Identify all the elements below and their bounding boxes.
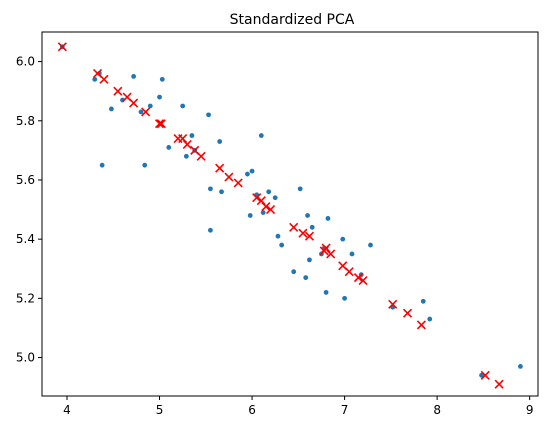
data-point-x-marker bbox=[388, 299, 398, 309]
data-point-dot bbox=[307, 257, 312, 263]
data-point-x-marker bbox=[256, 196, 266, 206]
data-point-x-marker bbox=[289, 222, 299, 232]
data-point-dot bbox=[303, 275, 309, 281]
data-point-dot bbox=[518, 364, 523, 369]
data-point-x-marker bbox=[353, 273, 364, 283]
data-point-x-marker bbox=[57, 42, 67, 52]
data-point-dot bbox=[219, 189, 224, 195]
data-point-x-marker bbox=[261, 202, 271, 212]
data-point-dot bbox=[340, 236, 346, 242]
y-tick-label: 5.8 bbox=[16, 114, 35, 128]
data-point-x-marker bbox=[344, 267, 354, 277]
data-point-x-marker bbox=[154, 119, 165, 129]
data-point-dot bbox=[272, 195, 278, 201]
data-point-dot bbox=[208, 227, 213, 233]
data-point-dot bbox=[368, 242, 373, 248]
data-point-dot bbox=[342, 295, 347, 301]
data-point-x-marker bbox=[156, 119, 166, 129]
data-point-dot bbox=[309, 224, 315, 230]
data-point-dot bbox=[427, 316, 433, 322]
data-point-x-marker bbox=[494, 379, 504, 389]
data-point-dot bbox=[297, 186, 303, 192]
data-point-dot bbox=[208, 186, 213, 192]
data-point-dot bbox=[147, 103, 153, 109]
data-point-x-marker bbox=[182, 139, 192, 150]
data-point-dot bbox=[479, 372, 484, 378]
data-point-x-marker bbox=[266, 204, 276, 215]
data-point-dot bbox=[266, 189, 272, 195]
data-point-dot bbox=[247, 213, 253, 218]
data-point-dot bbox=[279, 242, 285, 248]
data-point-x-marker bbox=[141, 107, 151, 117]
data-point-dot bbox=[189, 133, 195, 138]
data-point-dot bbox=[325, 216, 331, 221]
data-point-dot bbox=[245, 171, 250, 177]
data-point-dot bbox=[183, 153, 189, 159]
y-tick-label: 5.0 bbox=[16, 351, 35, 365]
data-point-x-marker bbox=[252, 193, 262, 203]
data-point-dot bbox=[92, 76, 98, 82]
data-point-dot bbox=[180, 103, 186, 109]
data-point-dot bbox=[99, 162, 105, 168]
data-point-x-marker bbox=[178, 133, 188, 144]
data-point-dot bbox=[275, 233, 281, 239]
data-point-dot bbox=[131, 73, 137, 79]
data-marks bbox=[57, 42, 523, 389]
data-point-x-marker bbox=[480, 370, 490, 380]
y-tick-label: 5.4 bbox=[16, 232, 35, 246]
data-point-x-marker bbox=[215, 163, 225, 173]
chart-title: Standardized PCA bbox=[230, 12, 355, 28]
data-point-x-marker bbox=[99, 74, 109, 84]
data-point-x-marker bbox=[298, 228, 308, 238]
x-tick-label: 9 bbox=[526, 403, 534, 417]
data-point-x-marker bbox=[358, 276, 368, 286]
data-point-dot bbox=[305, 213, 310, 218]
data-point-x-marker bbox=[224, 172, 234, 182]
data-point-dot bbox=[159, 76, 165, 82]
data-point-x-marker bbox=[416, 320, 426, 330]
data-point-dot bbox=[249, 168, 255, 174]
data-point-x-marker bbox=[321, 243, 331, 253]
y-tick-label: 5.6 bbox=[16, 173, 35, 187]
data-point-dot bbox=[206, 112, 211, 118]
data-point-dot bbox=[323, 290, 329, 295]
data-point-dot bbox=[260, 210, 266, 215]
data-point-dot bbox=[157, 94, 162, 100]
data-point-dot bbox=[142, 162, 148, 168]
data-point-x-marker bbox=[326, 249, 336, 259]
data-point-dot bbox=[109, 106, 114, 112]
plot-frame bbox=[41, 31, 539, 397]
data-point-dot bbox=[166, 145, 172, 150]
x-tick-label: 5 bbox=[156, 403, 164, 417]
x-tick-label: 8 bbox=[433, 403, 441, 417]
data-point-dot bbox=[138, 109, 144, 115]
data-point-dot bbox=[258, 133, 264, 138]
data-point-x-marker bbox=[402, 308, 413, 318]
x-tick-label: 4 bbox=[63, 403, 71, 417]
axes: 4 5 6 7 8 9 5.0 5.2 5.4 5.6 5.8 6.0 bbox=[16, 55, 534, 417]
data-point-x-marker bbox=[304, 231, 314, 241]
data-point-x-marker bbox=[233, 178, 243, 188]
x-tick-label: 6 bbox=[248, 403, 256, 417]
data-point-dot bbox=[217, 139, 223, 144]
data-point-dot bbox=[349, 251, 355, 257]
data-point-x-marker bbox=[129, 98, 139, 108]
data-point-x-marker bbox=[196, 151, 206, 161]
data-point-x-marker bbox=[113, 86, 123, 96]
data-point-dot bbox=[420, 298, 426, 304]
y-tick-label: 5.2 bbox=[16, 291, 35, 305]
y-tick-label: 6.0 bbox=[16, 55, 35, 69]
data-point-dot bbox=[291, 269, 297, 275]
x-tick-label: 7 bbox=[341, 403, 349, 417]
